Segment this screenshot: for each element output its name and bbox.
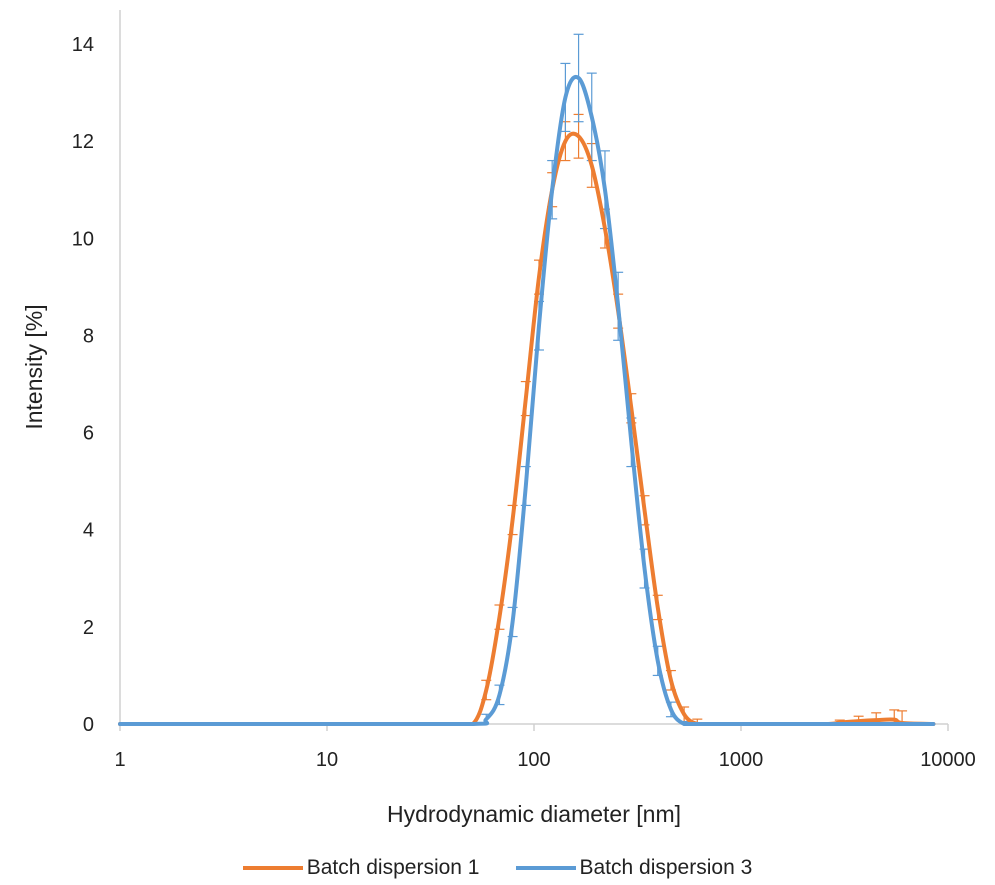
legend-item-series-1: Batch dispersion 1 [242, 855, 480, 880]
legend-label-series-1: Batch dispersion 1 [306, 855, 480, 879]
series-line-2 [118, 75, 936, 727]
y-tick-label: 12 [72, 131, 94, 153]
series-lines [118, 75, 936, 727]
legend-swatch-series-1 [242, 865, 303, 870]
legend-item-series-2: Batch dispersion 3 [515, 855, 753, 880]
x-tick-label: 1000 [719, 749, 764, 771]
x-axis-title: Hydrodynamic diameter [nm] [387, 801, 681, 827]
y-tick-label: 0 [83, 714, 94, 736]
legend-label-series-2: Batch dispersion 3 [579, 855, 753, 879]
y-tick-label: 8 [83, 325, 94, 347]
legend: Batch dispersion 1 Batch dispersion 3 [0, 850, 995, 885]
y-tick-label: 2 [83, 617, 94, 639]
y-axis-title: Intensity [%] [21, 304, 47, 429]
y-ticks: 0 2 4 6 8 10 12 14 [72, 34, 94, 736]
x-tick-label: 100 [517, 749, 550, 771]
x-tick-label: 10000 [920, 749, 976, 771]
error-bars [481, 33, 908, 724]
y-tick-label: 14 [72, 34, 94, 56]
y-tick-label: 6 [83, 423, 94, 445]
x-tick-label: 1 [114, 749, 125, 771]
x-tick-label: 10 [316, 749, 338, 771]
x-ticks: 1 10 100 1000 10000 [114, 724, 976, 771]
chart: 1 10 100 1000 10000 0 2 4 6 8 10 12 14 Hydrodynamic… [21, 10, 976, 827]
y-tick-label: 10 [72, 228, 94, 250]
legend-swatch-series-2 [515, 865, 576, 870]
y-tick-label: 4 [83, 520, 94, 542]
series-line-1 [118, 131, 936, 727]
